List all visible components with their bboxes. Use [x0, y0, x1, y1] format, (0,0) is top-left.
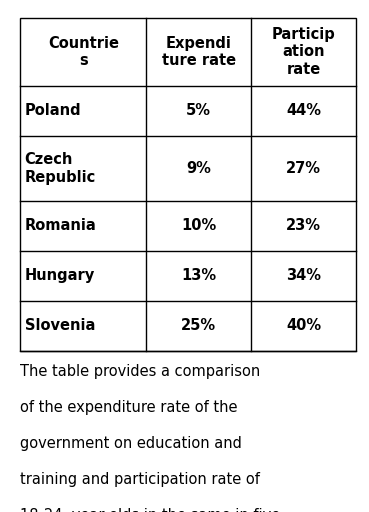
Text: Expendi
ture rate: Expendi ture rate	[162, 36, 236, 68]
Text: 40%: 40%	[286, 318, 321, 333]
Text: 44%: 44%	[286, 103, 321, 118]
Text: of the expenditure rate of the: of the expenditure rate of the	[20, 400, 238, 415]
Text: Slovenia: Slovenia	[25, 318, 95, 333]
Text: Particip
ation
rate: Particip ation rate	[272, 27, 335, 77]
Text: 27%: 27%	[286, 161, 321, 176]
Text: 34%: 34%	[286, 268, 321, 284]
Text: 9%: 9%	[186, 161, 211, 176]
Text: Romania: Romania	[25, 219, 96, 233]
Text: 5%: 5%	[186, 103, 211, 118]
Text: 23%: 23%	[286, 219, 321, 233]
Text: Hungary: Hungary	[25, 268, 95, 284]
Text: Poland: Poland	[25, 103, 81, 118]
Text: 10%: 10%	[181, 219, 216, 233]
Text: The table provides a comparison: The table provides a comparison	[20, 364, 261, 379]
Text: 18-24  year olds in the same in five: 18-24 year olds in the same in five	[20, 508, 280, 512]
Text: training and participation rate of: training and participation rate of	[20, 472, 260, 487]
Text: 25%: 25%	[181, 318, 216, 333]
Text: 13%: 13%	[181, 268, 216, 284]
Text: government on education and: government on education and	[20, 436, 242, 451]
Text: Czech
Republic: Czech Republic	[25, 152, 96, 185]
Text: Countrie
s: Countrie s	[48, 36, 119, 68]
Bar	[20, 18, 356, 351]
